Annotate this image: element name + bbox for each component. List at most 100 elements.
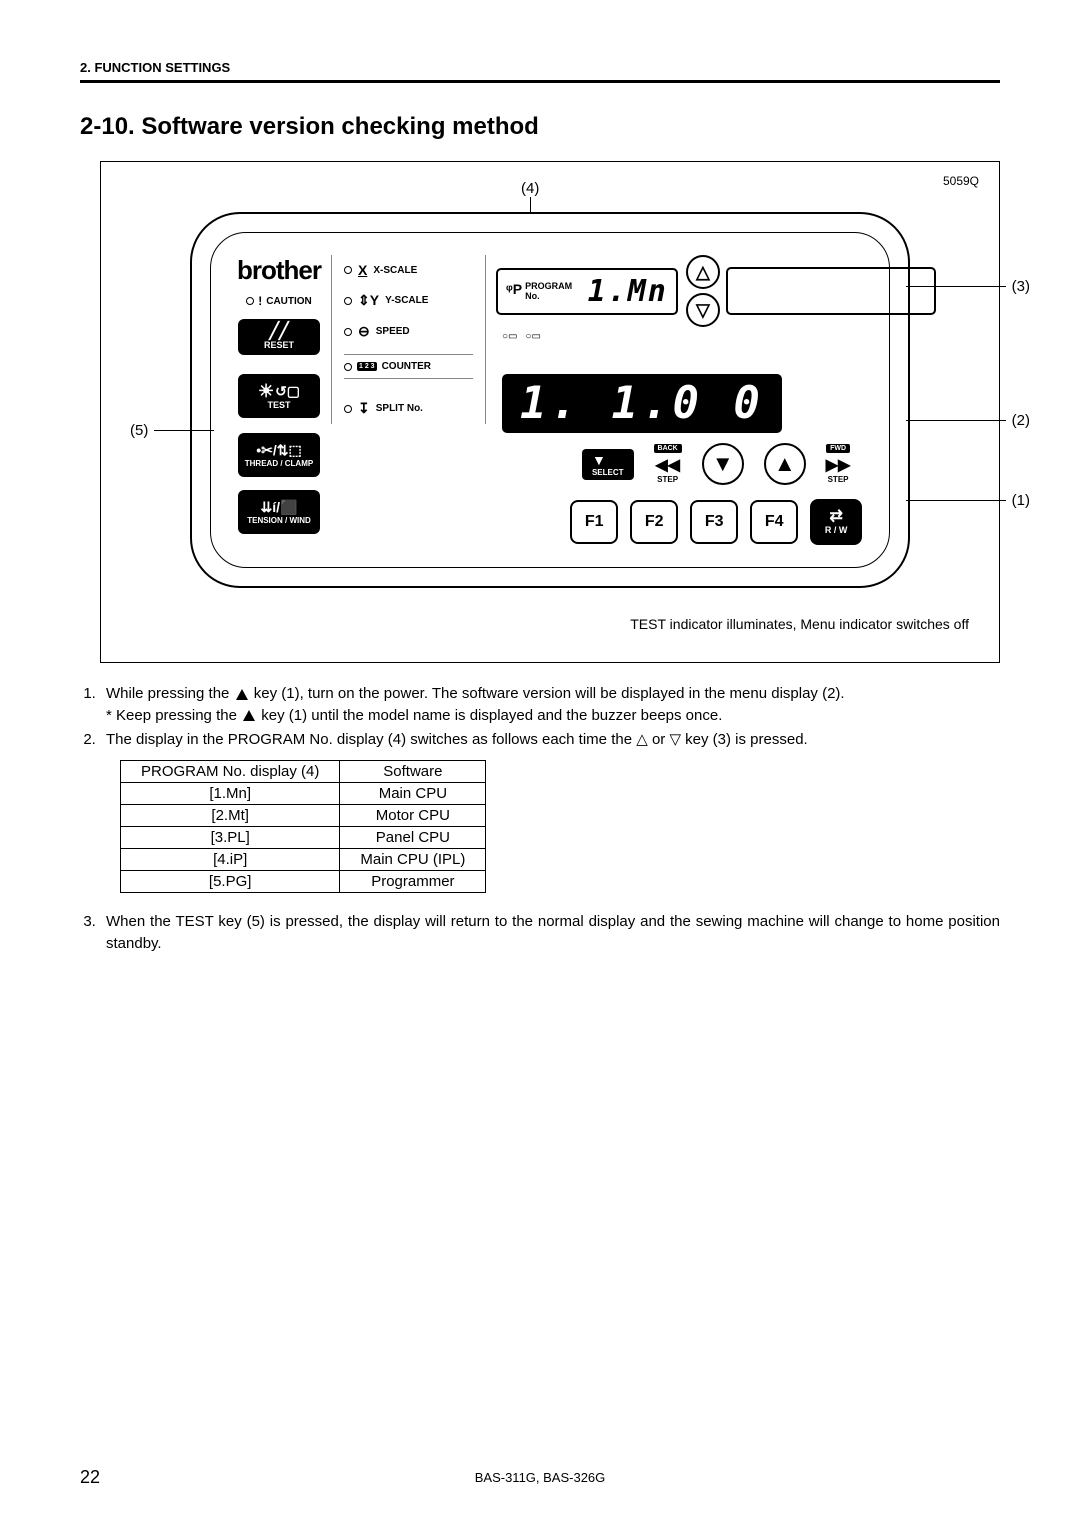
panel-outer: brother ! CAUTION ╱╱ RESET ☀ — [190, 212, 910, 588]
figure-note: TEST indicator illuminates, Menu indicat… — [131, 616, 969, 632]
counter-icon: 1 2 3 — [357, 362, 377, 371]
fwd-label: FWD — [826, 444, 850, 453]
fwd-step-label: STEP — [828, 475, 849, 484]
tension-wind-label: TENSION / WIND — [247, 516, 311, 525]
caution-label: CAUTION — [266, 296, 312, 307]
program-icon: ᵠP — [506, 281, 522, 297]
step-1: While pressing the key (1), turn on the … — [100, 683, 1000, 727]
step-1c: * Keep pressing the — [106, 707, 241, 724]
y-scale-label: Y-SCALE — [385, 295, 428, 306]
program-no-value: 1.Mn — [588, 274, 668, 309]
table-row: [1.Mn]Main CPU — [121, 783, 486, 805]
speed-label: SPEED — [376, 326, 410, 337]
counter-label: COUNTER — [382, 361, 431, 372]
warning-icon: ! — [258, 294, 262, 308]
reset-icon: ╱╱ — [269, 324, 288, 340]
select-label: SELECT — [592, 468, 624, 477]
step-2a: The display in the PROGRAM No. display (… — [106, 731, 636, 748]
indicator-icons: ○▭○▭ — [502, 331, 936, 342]
split-row: ↧ SPLIT No. — [344, 400, 473, 417]
callout-3: (3) — [906, 278, 1030, 295]
callout-5: (5) — [130, 422, 214, 439]
speed-row: ⊖ SPEED — [344, 323, 473, 340]
table-cell: Main CPU (IPL) — [340, 849, 486, 871]
table-cell: [1.Mn] — [121, 783, 340, 805]
callout-3-label: (3) — [1012, 278, 1030, 295]
x-scale-row: X X-SCALE — [344, 262, 473, 278]
table-cell: Motor CPU — [340, 805, 486, 827]
step-1b: key (1), turn on the power. The software… — [254, 685, 845, 702]
table-row: [3.PL]Panel CPU — [121, 827, 486, 849]
f2-button[interactable]: F2 — [630, 500, 678, 544]
nav-down-button[interactable]: ▼ — [702, 443, 744, 485]
instruction-list: While pressing the key (1), turn on the … — [100, 683, 1000, 750]
split-display: 1. 1.0 0 — [502, 374, 782, 433]
reset-button[interactable]: ╱╱ RESET — [238, 319, 320, 355]
counter-row: 1 2 3 COUNTER — [344, 354, 473, 379]
caution-led — [246, 297, 254, 305]
select-button[interactable]: ▼ SELECT — [582, 449, 634, 480]
figure-id: 5059Q — [943, 174, 979, 188]
section-title: 2-10. Software version checking method — [80, 113, 1000, 141]
table-cell: [3.PL] — [121, 827, 340, 849]
speed-icon: ⊖ — [358, 323, 370, 340]
triangle-up-hollow-icon: △ — [636, 732, 648, 747]
step-3: When the TEST key (5) is pressed, the di… — [100, 911, 1000, 955]
brand-logo: brother — [237, 255, 321, 286]
function-key-row: F1 F2 F3 F4 ⇄ R / W — [496, 499, 936, 545]
f4-button[interactable]: F4 — [750, 500, 798, 544]
sun-icon: ☀ — [258, 382, 274, 400]
software-table: PROGRAM No. display (4) Software [1.Mn]M… — [120, 760, 486, 893]
table-cell: Main CPU — [340, 783, 486, 805]
table-header: Software — [340, 761, 486, 783]
x-scale-label: X-SCALE — [373, 265, 417, 276]
step-1a: While pressing the — [106, 685, 234, 702]
step-2b: or — [652, 731, 670, 748]
down-button[interactable]: ▽ — [686, 293, 720, 327]
instruction-list-2: When the TEST key (5) is pressed, the di… — [100, 911, 1000, 955]
split-label: SPLIT No. — [376, 403, 423, 414]
test-label: TEST — [267, 400, 290, 410]
f3-button[interactable]: F3 — [690, 500, 738, 544]
callout-5-label: (5) — [130, 422, 148, 439]
callout-4-label: (4) — [521, 180, 539, 197]
up-button[interactable]: △ — [686, 255, 720, 289]
table-row: [4.iP]Main CPU (IPL) — [121, 849, 486, 871]
table-header: PROGRAM No. display (4) — [121, 761, 340, 783]
triangle-up-icon — [243, 710, 255, 721]
step-1d: key (1) until the model name is displaye… — [261, 707, 722, 724]
back-label: BACK — [654, 444, 682, 453]
callout-1: (1) — [906, 492, 1030, 509]
scale-labels-column: X X-SCALE ⇕Y Y-SCALE ⊖ SPEED — [331, 255, 486, 424]
chapter-header: 2. FUNCTION SETTINGS — [80, 60, 1000, 83]
table-cell: Panel CPU — [340, 827, 486, 849]
rw-icon: ⇄ — [829, 509, 842, 525]
table-cell: Programmer — [340, 871, 486, 893]
fwd-step-block: FWD ▶▶ STEP — [826, 444, 851, 484]
step-2: The display in the PROGRAM No. display (… — [100, 729, 1000, 751]
thread-clamp-button[interactable]: •✂/⇅⬚ THREAD / CLAMP — [238, 433, 320, 477]
program-no-label: PROGRAM No. — [525, 281, 582, 301]
rw-label: R / W — [825, 525, 848, 535]
triangle-up-icon — [236, 689, 248, 700]
loop-icon: ↺▢ — [275, 384, 300, 398]
rw-button[interactable]: ⇄ R / W — [810, 499, 862, 545]
nav-up-button[interactable]: ▲ — [764, 443, 806, 485]
page-number: 22 — [80, 1467, 100, 1488]
step-2c: key (3) is pressed. — [685, 731, 808, 748]
f1-button[interactable]: F1 — [570, 500, 618, 544]
program-no-display: ᵠP PROGRAM No. 1.Mn — [496, 268, 678, 315]
back-step-block: BACK ◀◀ STEP — [654, 444, 682, 484]
triangle-down-hollow-icon: ▽ — [669, 732, 681, 747]
panel-inner: brother ! CAUTION ╱╱ RESET ☀ — [210, 232, 890, 568]
callout-1-label: (1) — [1012, 492, 1030, 509]
tension-wind-button[interactable]: ⇊í/⬛ TENSION / WIND — [238, 490, 320, 534]
table-cell: [5.PG] — [121, 871, 340, 893]
table-row: [2.Mt]Motor CPU — [121, 805, 486, 827]
test-button[interactable]: ☀ ↺▢ TEST — [238, 374, 320, 418]
callout-2-label: (2) — [1012, 412, 1030, 429]
page-footer: 22 BAS-311G, BAS-326G — [80, 1467, 1000, 1488]
navigation-row: ▼ SELECT BACK ◀◀ STEP ▼ ▲ — [496, 443, 936, 485]
split-icon: ↧ — [358, 400, 370, 417]
footer-model: BAS-311G, BAS-326G — [475, 1470, 606, 1485]
